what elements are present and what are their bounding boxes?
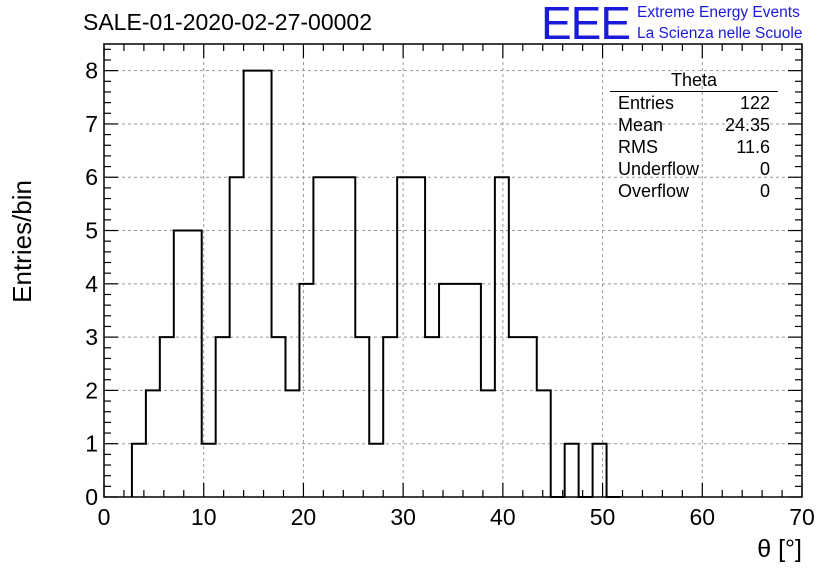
y-tick-label: 2: [85, 377, 98, 403]
stats-row-mean: Mean 24.35: [610, 114, 778, 136]
logo-line-1: Extreme Energy Events: [637, 4, 800, 21]
x-tick-label: 30: [390, 504, 416, 530]
eee-logo: EEE: [541, 0, 631, 49]
stats-value: 0: [759, 159, 770, 179]
x-tick-label: 50: [590, 504, 616, 530]
y-tick-label: 8: [85, 58, 98, 84]
x-tick-label: 0: [98, 504, 111, 530]
y-axis-ticks: 0 1 2 3 4 5 6 7 8: [85, 48, 802, 510]
stats-row-rms: RMS 11.6: [610, 136, 778, 158]
x-tick-label: 10: [191, 504, 217, 530]
stats-row-entries: Entries 122: [610, 92, 778, 114]
stats-row-underflow: Underflow 0: [610, 158, 778, 180]
x-tick-label: 70: [789, 504, 815, 530]
x-tick-label: 40: [490, 504, 516, 530]
y-axis-label: Entries/bin: [7, 180, 37, 303]
y-tick-label: 1: [85, 431, 98, 457]
stats-value: 122: [739, 93, 770, 113]
stats-label: Mean: [618, 115, 664, 135]
stats-value: 0: [759, 181, 770, 201]
stats-title: Theta: [610, 70, 778, 92]
y-tick-label: 0: [85, 484, 98, 510]
plot-frame: [103, 43, 803, 498]
x-axis-ticks: 0 10 20 30 40 50 60 70: [98, 44, 815, 530]
stats-value: 11.6: [736, 137, 770, 157]
x-tick-label: 60: [689, 504, 715, 530]
stats-row-overflow: Overflow 0: [610, 180, 778, 202]
y-tick-label: 6: [85, 164, 98, 190]
y-tick-label: 5: [85, 218, 98, 244]
stats-label: Entries: [618, 93, 675, 113]
x-axis-label: θ [°]: [757, 535, 802, 563]
stats-label: Underflow: [618, 159, 700, 179]
chart-title: SALE-01-2020-02-27-00002: [83, 9, 372, 35]
y-tick-label: 4: [85, 271, 98, 297]
stats-label: Overflow: [618, 181, 690, 201]
stats-value: 24.35: [724, 115, 770, 135]
stats-label: RMS: [618, 137, 658, 157]
y-tick-label: 7: [85, 111, 98, 137]
x-tick-label: 20: [291, 504, 317, 530]
y-tick-label: 3: [85, 324, 98, 350]
logo-line-2: La Scienza nelle Scuole: [637, 25, 803, 42]
stats-box: Theta Entries 122 Mean 24.35 RMS 11.6 Un…: [610, 70, 778, 202]
